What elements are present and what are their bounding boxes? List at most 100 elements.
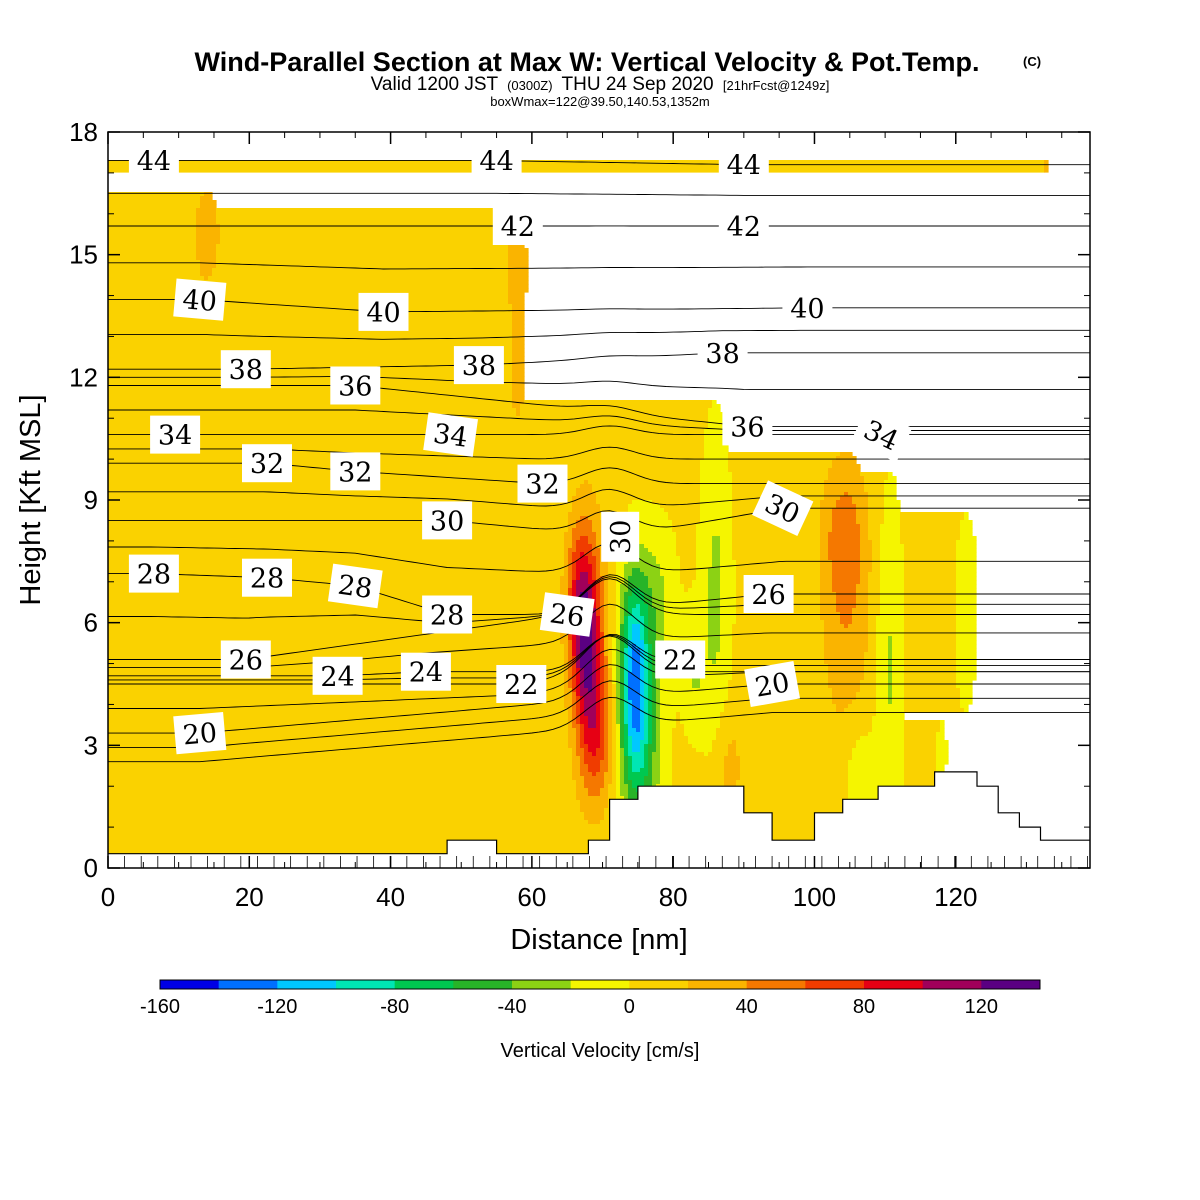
velocity-cell [660, 700, 725, 705]
velocity-cell [588, 580, 597, 585]
velocity-cell [592, 488, 701, 493]
velocity-cell [672, 796, 849, 801]
velocity-cell [904, 776, 941, 781]
velocity-cell [644, 752, 649, 757]
velocity-cell [620, 752, 625, 757]
velocity-cell [728, 452, 841, 457]
velocity-cell [740, 760, 849, 765]
velocity-cell [856, 692, 877, 697]
velocity-cell [216, 256, 509, 261]
velocity-cell [904, 544, 957, 549]
velocity-cell [956, 544, 977, 549]
velocity-cell [640, 588, 653, 593]
velocity-cell [608, 592, 617, 597]
velocity-cell [704, 444, 729, 449]
velocity-cell [620, 676, 625, 681]
velocity-cell [644, 764, 649, 769]
velocity-cell [624, 516, 669, 521]
velocity-cell [588, 744, 601, 749]
velocity-cell [208, 276, 509, 281]
velocity-cell [108, 420, 709, 425]
velocity-cell [732, 548, 821, 553]
velocity-cell [820, 524, 833, 529]
velocity-cell [708, 416, 725, 421]
theta-label-text: 40 [790, 294, 824, 325]
velocity-cell [628, 608, 633, 613]
velocity-cell [200, 204, 217, 209]
colorbar-swatch [218, 980, 278, 989]
velocity-cell [600, 600, 605, 605]
velocity-cell [108, 284, 509, 289]
velocity-cell [700, 488, 733, 493]
velocity-cell [676, 724, 685, 729]
velocity-cell [604, 776, 613, 781]
velocity-cell [108, 380, 513, 385]
velocity-cell [512, 388, 525, 393]
velocity-cell [660, 780, 673, 785]
velocity-cell [644, 572, 661, 577]
theta-label: 24 [312, 656, 363, 695]
theta-label-box [422, 501, 473, 540]
velocity-cell [888, 656, 893, 661]
velocity-cell [632, 608, 641, 613]
velocity-cell [596, 748, 605, 753]
velocity-cell [624, 632, 629, 637]
velocity-cell [836, 708, 845, 713]
velocity-cell [824, 640, 869, 645]
velocity-cell [596, 628, 601, 633]
velocity-cell [732, 628, 825, 633]
velocity-cell [588, 720, 597, 725]
velocity-cell [632, 748, 641, 753]
velocity-cell [512, 344, 525, 349]
theta-label-text: 26 [751, 580, 785, 611]
velocity-cell [576, 740, 581, 745]
velocity-cell [860, 684, 877, 689]
velocity-cell [868, 732, 905, 737]
velocity-cell [640, 632, 645, 637]
velocity-cell [600, 568, 609, 573]
velocity-cell [628, 756, 633, 761]
velocity-cell [648, 740, 653, 745]
velocity-cell [576, 676, 581, 681]
velocity-cell [508, 280, 529, 285]
velocity-cell [936, 732, 945, 737]
velocity-cell [740, 768, 849, 773]
y-axis-label: Height [Kft MSL] [15, 394, 47, 605]
velocity-cell [624, 612, 629, 617]
velocity-cell [652, 644, 657, 649]
velocity-cell [632, 656, 641, 661]
velocity-cell [732, 652, 825, 657]
velocity-cell [652, 600, 665, 605]
velocity-cell [736, 572, 821, 577]
theta-label: 24 [400, 652, 451, 691]
theta-label-box [492, 207, 543, 245]
velocity-cell [216, 212, 517, 217]
theta-label-box [743, 575, 794, 613]
velocity-cell [616, 584, 621, 589]
velocity-cell [624, 644, 629, 649]
velocity-cell [108, 464, 701, 469]
velocity-cell [604, 576, 609, 581]
velocity-cell [588, 576, 593, 581]
theta-label-text: 28 [137, 560, 171, 591]
velocity-cell [108, 524, 569, 529]
velocity-cell [832, 584, 857, 589]
velocity-cell [848, 776, 905, 781]
velocity-cell [820, 540, 829, 545]
velocity-cell [644, 668, 649, 673]
velocity-cell [868, 620, 877, 625]
velocity-cell [620, 604, 625, 609]
velocity-cell [568, 556, 573, 561]
velocity-cell [860, 528, 869, 533]
theta-label-text: 36 [338, 372, 372, 403]
velocity-cell [572, 692, 577, 697]
theta-label-box [150, 415, 201, 454]
velocity-cell [628, 672, 641, 677]
velocity-cell [868, 648, 877, 653]
velocity-cell [632, 664, 641, 669]
velocity-cell [904, 584, 957, 589]
theta-label-box [453, 346, 504, 385]
velocity-cell [612, 696, 617, 701]
velocity-cell [712, 544, 721, 549]
